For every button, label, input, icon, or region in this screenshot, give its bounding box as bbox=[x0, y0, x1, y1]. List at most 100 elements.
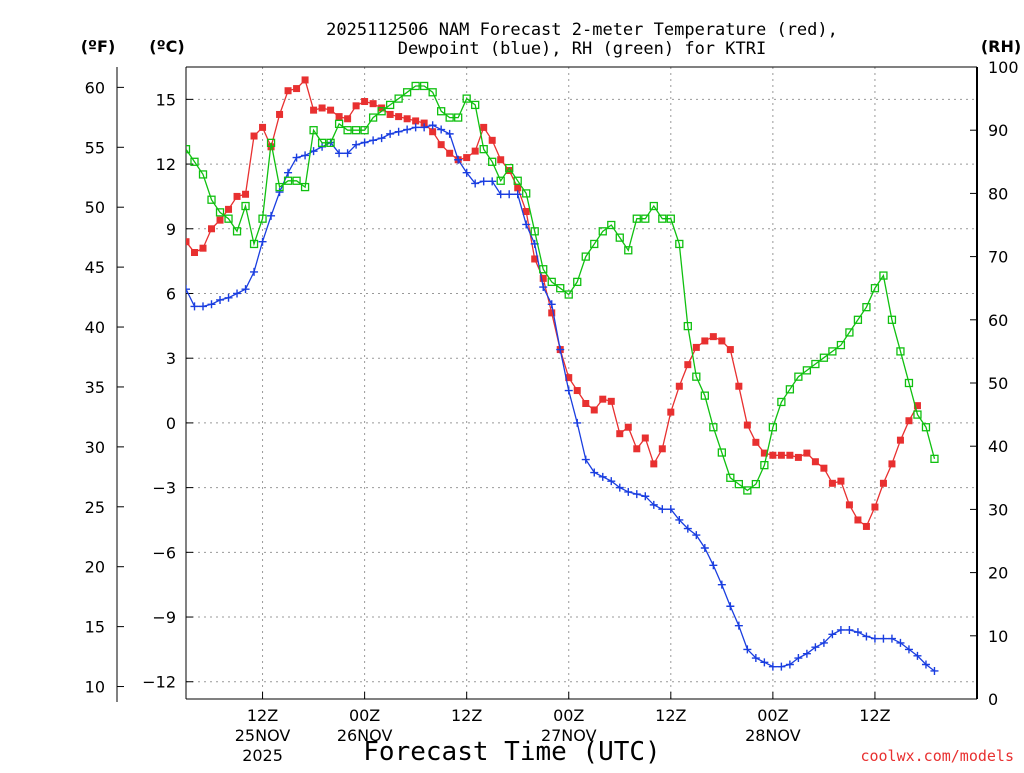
rh-point bbox=[879, 271, 888, 280]
rh-point bbox=[666, 214, 675, 223]
temperature-point bbox=[293, 85, 301, 93]
dewpoint-point bbox=[352, 140, 361, 149]
rh-point bbox=[300, 182, 310, 192]
temperature-point bbox=[361, 98, 369, 106]
rh-tick-label: 80 bbox=[988, 184, 1008, 203]
temperature-point bbox=[786, 451, 794, 459]
temperature-point bbox=[412, 117, 420, 125]
rh-point bbox=[743, 486, 752, 495]
dewpoint-point bbox=[250, 267, 259, 276]
dewpoint-point bbox=[607, 477, 616, 486]
temperature-point bbox=[854, 516, 862, 524]
rh-series bbox=[186, 81, 939, 495]
dewpoint-point bbox=[488, 177, 497, 186]
rh-point bbox=[505, 163, 514, 173]
dewpoint-point bbox=[454, 155, 463, 164]
dewpoint-point bbox=[709, 561, 718, 570]
dewpoint-point bbox=[564, 386, 573, 395]
dewpoint-point bbox=[794, 654, 803, 663]
temperature-point bbox=[497, 156, 505, 164]
temperature-point bbox=[539, 274, 547, 282]
temperature-point bbox=[403, 115, 411, 123]
rh-point bbox=[186, 145, 191, 154]
temperature-point bbox=[186, 238, 190, 246]
dewpoint-point bbox=[284, 168, 293, 177]
x-tick-label: 12Z bbox=[247, 706, 278, 725]
rh-point bbox=[819, 353, 829, 362]
rh-point bbox=[556, 284, 565, 293]
temperature-point bbox=[531, 255, 539, 263]
rh-point bbox=[368, 113, 378, 122]
rh-point bbox=[794, 372, 803, 381]
dewpoint-point bbox=[845, 625, 854, 634]
rh-point bbox=[853, 315, 863, 324]
rh-point bbox=[275, 182, 284, 192]
fahrenheit-tick-label: 20 bbox=[85, 558, 105, 577]
dewpoint-point bbox=[683, 524, 692, 533]
temperature-point bbox=[480, 123, 488, 131]
temperature-point bbox=[667, 408, 675, 416]
dewpoint-point bbox=[819, 638, 828, 647]
rh-point bbox=[564, 290, 573, 299]
rh-point bbox=[249, 239, 259, 249]
temperature-point bbox=[208, 225, 216, 233]
rh-point bbox=[522, 189, 531, 198]
temperature-point bbox=[616, 430, 624, 438]
rh-point bbox=[513, 176, 522, 185]
rh-point bbox=[607, 220, 616, 230]
dewpoint-point bbox=[624, 487, 633, 496]
temperature-point bbox=[369, 100, 377, 108]
dewpoint-point bbox=[896, 638, 905, 647]
rh-point bbox=[845, 328, 854, 337]
rh-point bbox=[921, 423, 931, 432]
rh-point bbox=[896, 347, 905, 356]
rh-point bbox=[887, 315, 897, 324]
dewpoint-point bbox=[734, 621, 743, 630]
dewpoint-point bbox=[186, 285, 190, 294]
celsius-tick-label: 12 bbox=[156, 155, 176, 174]
dewpoint-point bbox=[658, 505, 667, 514]
rh-point bbox=[539, 265, 548, 274]
temperature-point bbox=[327, 106, 335, 114]
rh-point bbox=[266, 138, 276, 147]
dewpoint-point bbox=[411, 123, 420, 132]
fahrenheit-tick-label: 50 bbox=[85, 198, 105, 217]
temperature-point bbox=[582, 399, 590, 407]
fahrenheit-tick-label: 45 bbox=[85, 258, 105, 277]
rh-point bbox=[377, 107, 386, 116]
rh-point bbox=[411, 81, 420, 91]
dewpoint-point bbox=[301, 151, 310, 160]
dewpoint-point bbox=[692, 531, 701, 540]
temperature-point bbox=[862, 522, 870, 530]
rh-tick-label: 90 bbox=[988, 121, 1008, 140]
temperature-point bbox=[437, 141, 445, 149]
rh-tick-label: 30 bbox=[988, 500, 1008, 519]
rh-point bbox=[811, 359, 820, 369]
temperature-point bbox=[386, 110, 394, 118]
rh-point bbox=[683, 321, 692, 331]
rh-point bbox=[632, 214, 641, 223]
dewpoint-point bbox=[581, 455, 590, 464]
chart-title-line2: Dewpoint (blue), RH (green) for KTRI bbox=[398, 39, 766, 59]
dewpoint-point bbox=[258, 237, 267, 246]
temperature-point bbox=[446, 149, 454, 157]
dewpoint-point bbox=[267, 211, 276, 220]
temperature-point bbox=[259, 123, 267, 131]
temperature-point bbox=[429, 128, 437, 136]
credit-text: coolwx.com/models bbox=[860, 747, 1014, 765]
rh-point bbox=[675, 239, 684, 249]
rh-point bbox=[283, 176, 293, 185]
rh-point bbox=[649, 201, 658, 211]
temperature-point bbox=[225, 205, 233, 213]
dewpoint-point bbox=[394, 127, 403, 136]
rh-point bbox=[488, 157, 497, 166]
rh-point bbox=[717, 448, 726, 457]
grid-layer bbox=[186, 67, 977, 699]
rh-tick-label: 50 bbox=[988, 374, 1008, 393]
rh-point bbox=[930, 454, 939, 463]
dewpoint-point bbox=[216, 295, 225, 304]
fahrenheit-tick-label: 10 bbox=[85, 678, 105, 697]
temperature-point bbox=[607, 397, 615, 405]
celsius-tick-label: 3 bbox=[166, 349, 176, 368]
